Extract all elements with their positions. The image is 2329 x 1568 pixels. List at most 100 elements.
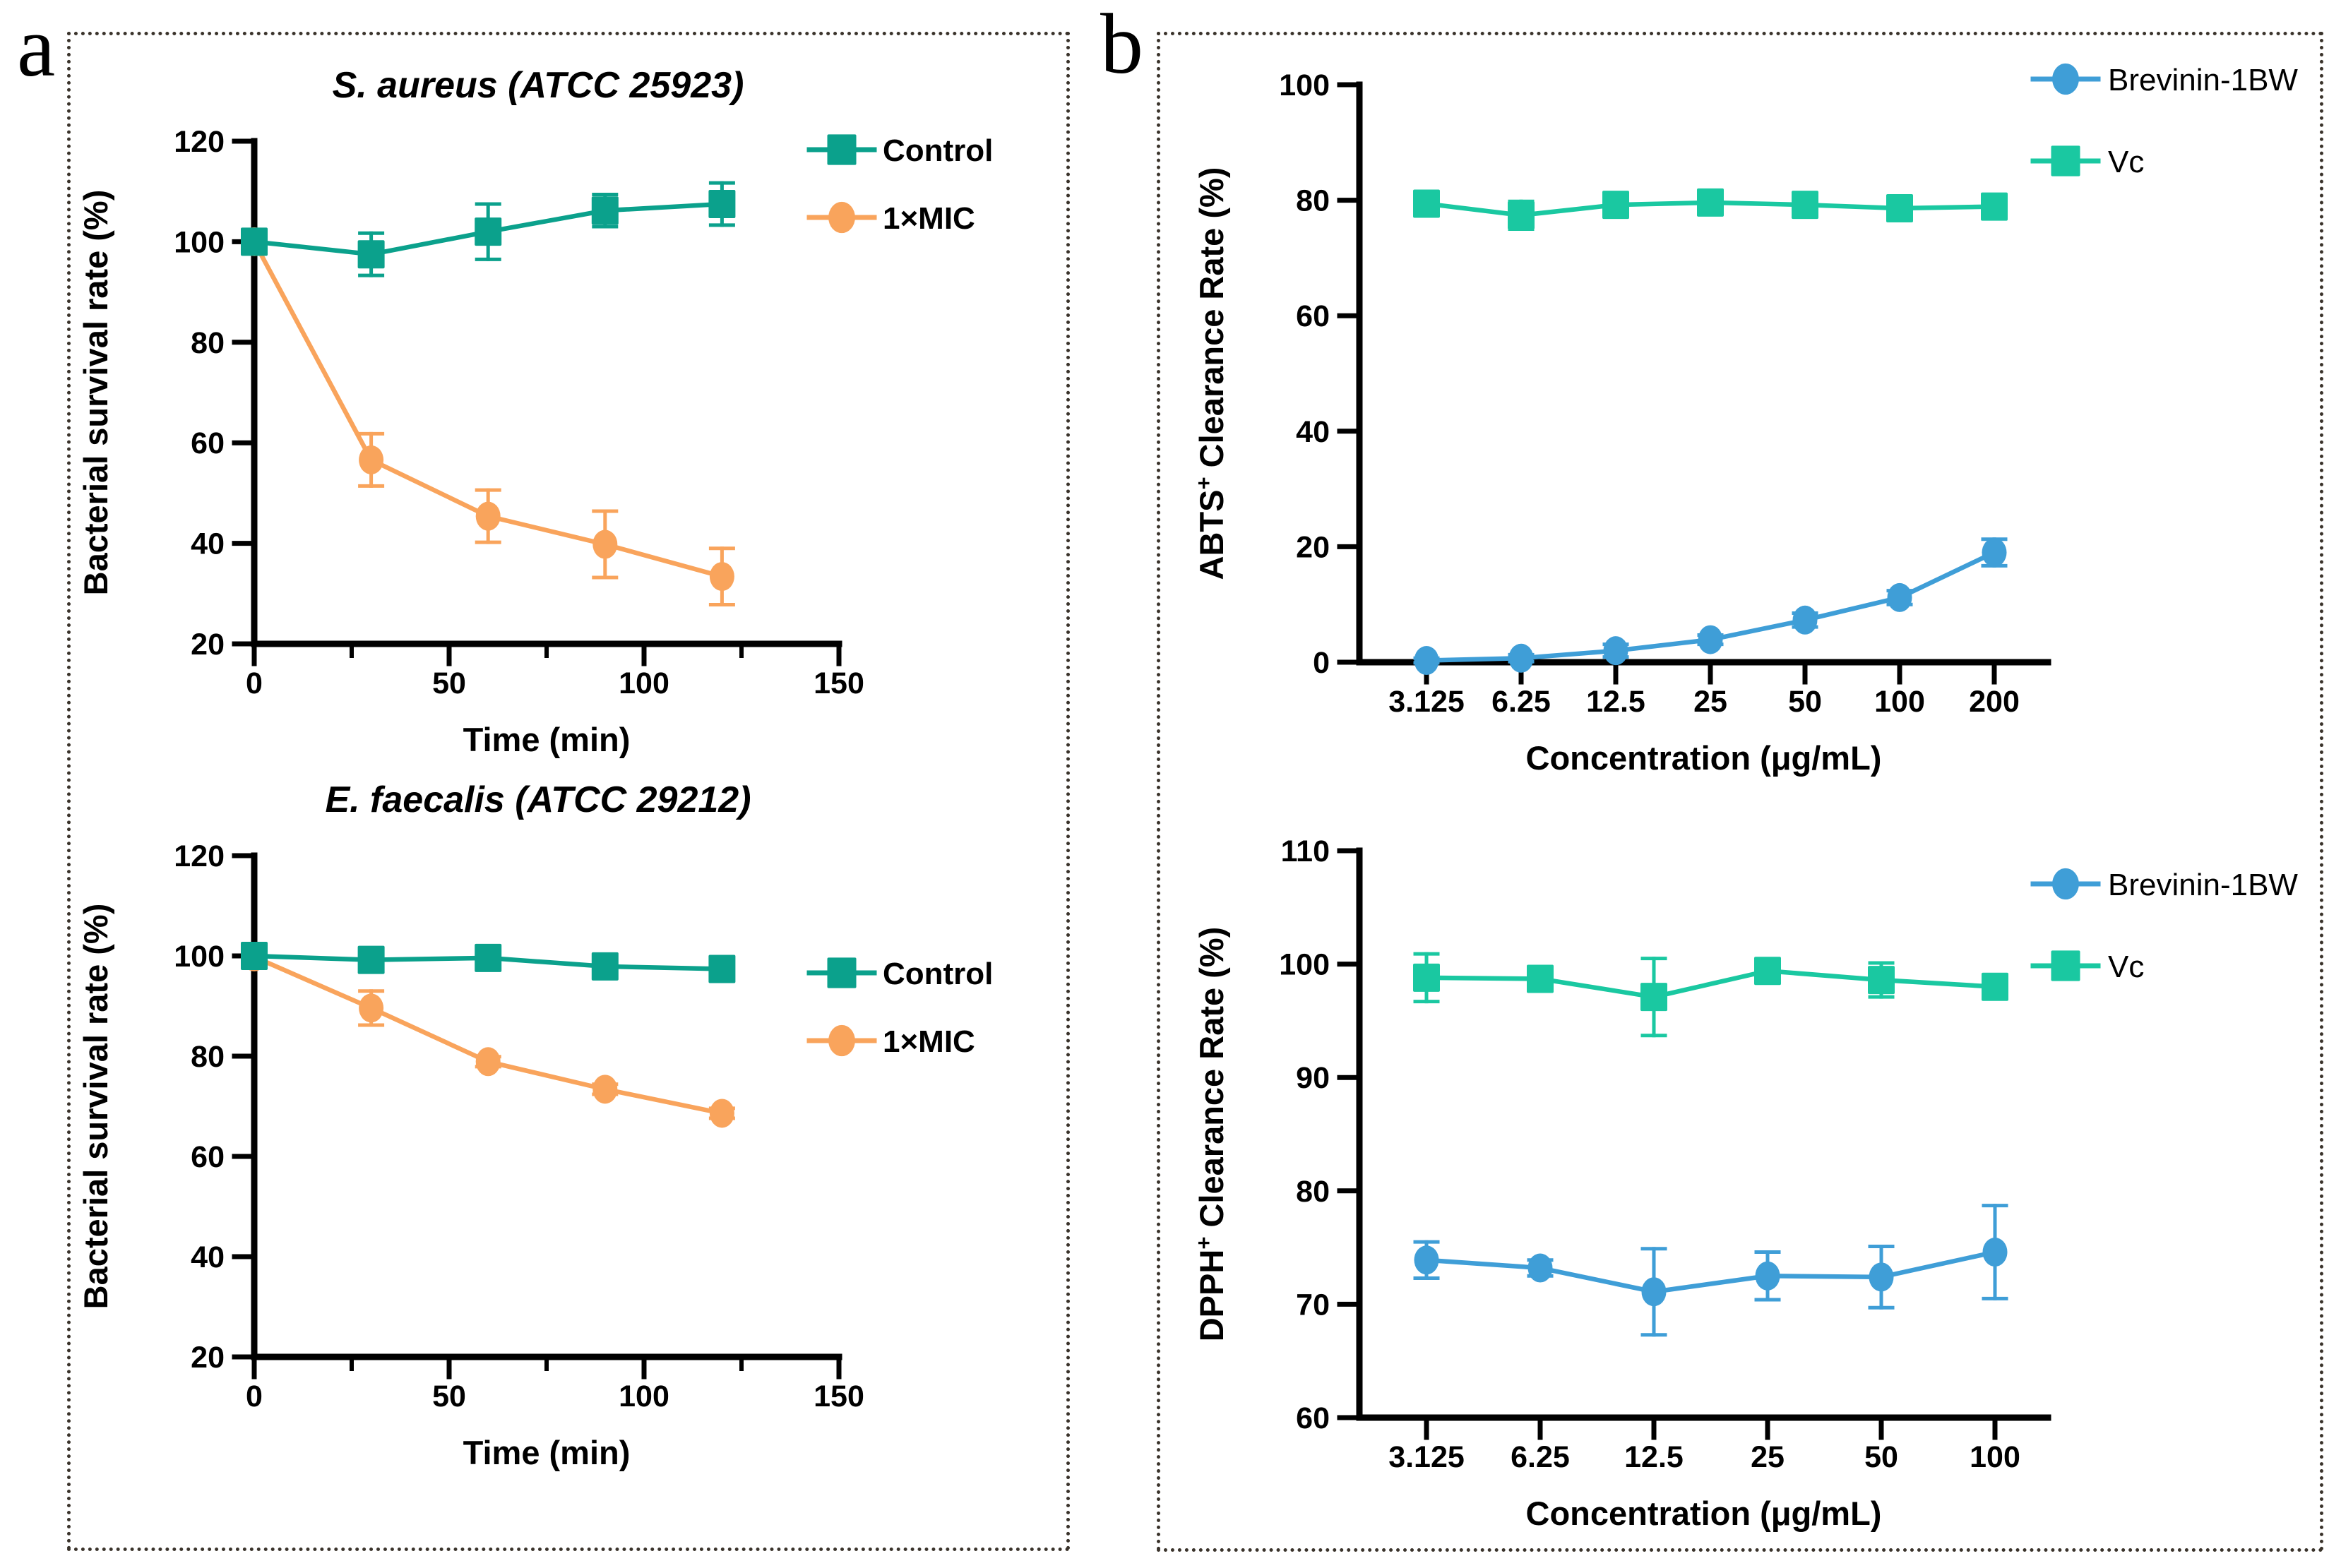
data-point-marker [1982,1238,2008,1267]
x-tick-label: 12.5 [1624,1440,1684,1474]
panel-a-border [67,32,1070,1551]
x-tick-label: 6.25 [1491,685,1551,719]
data-point-marker [1869,1262,1894,1292]
x-tick-label: 0 [246,666,263,700]
x-tick-label: 3.125 [1388,1440,1465,1474]
legend-marker-circle [828,201,855,234]
series-first [1413,537,2008,676]
y-tick-label: 100 [174,940,225,974]
x-tick-label: 150 [814,1380,864,1413]
data-point-marker [709,562,734,592]
series-second [1413,188,2008,231]
data-point-marker [475,217,502,246]
legend-marker-square [2051,145,2080,176]
legend-label: Vc [2108,145,2144,179]
data-point-marker [475,1047,501,1077]
data-point-marker [592,1075,618,1104]
x-tick-label: 200 [1969,685,2020,719]
y-tick-label: 80 [1296,1175,1330,1209]
data-point-marker [1414,1245,1439,1275]
data-point-marker [591,952,619,981]
data-point-marker [359,445,384,474]
x-tick-label: 25 [1693,685,1727,719]
legend: Brevinin-1BW Vc [2030,63,2298,179]
data-point-marker [1698,625,1723,654]
data-point-marker [357,945,385,974]
data-point-marker [1527,1253,1553,1283]
series-line [253,954,723,1116]
chart-dpph: 60 70 80 90 100 110 3.125 6.25 12.5 25 50 100 Concen… [1191,834,2298,1532]
y-tick-label: 40 [191,1240,225,1274]
x-tick-label: 100 [1970,1440,2020,1474]
chart-title: E. faecalis (ATCC 29212) [325,779,751,820]
data-point-marker [592,529,618,559]
legend-label: Brevinin-1BW [2108,63,2298,97]
data-point-marker [1792,191,1818,220]
legend-marker-square [827,134,857,165]
y-tick-label: 20 [191,628,225,662]
x-tick-label: 50 [432,1380,466,1413]
data-point-marker [1792,605,1818,635]
y-tick-label: 100 [1279,948,1330,982]
y-axis-title: Bacterial survival rate (%) [77,190,114,596]
x-tick-label: 50 [1788,685,1822,719]
legend-marker-circle [828,1024,855,1057]
series-first [241,942,736,983]
data-point-marker [1527,964,1554,993]
series-first [241,181,736,277]
chart-saureus: 20 40 60 80 100 120 0 50 100 150 Time (min) Bacteri… [77,65,993,758]
legend-label: Control [883,133,993,168]
x-tick-label: 0 [246,1380,263,1413]
panel-a-label: a [17,0,56,95]
x-tick-label: 6.25 [1511,1440,1570,1474]
y-tick-label: 80 [1296,184,1330,218]
data-point-marker [475,501,501,531]
y-tick-label: 120 [174,839,225,873]
legend-label: 1×MIC [883,201,975,236]
x-tick-label: 150 [814,666,864,700]
y-tick-label: 80 [191,326,225,360]
data-point-marker [1886,194,1913,223]
y-tick-label: 120 [174,125,225,159]
data-point-marker [357,240,385,269]
x-tick-label: 100 [619,666,669,700]
data-point-marker [1982,972,2008,1001]
panel-b-label: b [1100,0,1143,92]
y-tick-label: 0 [1313,646,1330,680]
data-point-marker [1981,192,2008,221]
x-axis-title: Concentration (μg/mL) [1526,1495,1882,1532]
y-tick-label: 70 [1296,1288,1330,1322]
x-tick-label: 100 [619,1380,669,1413]
y-axis-title: ABTS+ Clearance Rate (%) [1191,167,1230,580]
data-point-marker [1508,201,1535,229]
x-tick-label: 25 [1751,1440,1785,1474]
y-tick-label: 80 [191,1040,225,1074]
data-point-marker [708,190,736,218]
data-point-marker [1697,188,1724,217]
data-point-marker [1982,538,2007,568]
y-tick-label: 60 [1296,299,1330,333]
data-point-marker [709,1099,734,1128]
y-tick-label: 90 [1296,1061,1330,1095]
chart-title: S. aureus (ATCC 25923) [333,65,744,106]
x-axis-title: Time (min) [463,1434,631,1471]
series-second [1413,952,2008,1038]
legend-label: Vc [2108,950,2144,984]
y-tick-label: 20 [1296,530,1330,564]
data-point-marker [1603,636,1628,666]
y-axis-title: DPPH+ Clearance Rate (%) [1191,927,1230,1342]
x-axis-title: Time (min) [463,721,631,758]
y-tick-label: 100 [1279,68,1330,102]
data-point-marker [1602,191,1629,220]
x-tick-label: 50 [432,666,466,700]
data-point-marker [1413,189,1440,218]
data-point-marker [591,196,619,225]
data-point-marker [241,227,268,256]
data-point-marker [1755,1261,1780,1291]
x-tick-label: 50 [1864,1440,1898,1474]
data-point-marker [1641,1277,1667,1307]
data-point-marker [1887,582,1912,612]
x-axis-title: Concentration (μg/mL) [1526,739,1882,777]
